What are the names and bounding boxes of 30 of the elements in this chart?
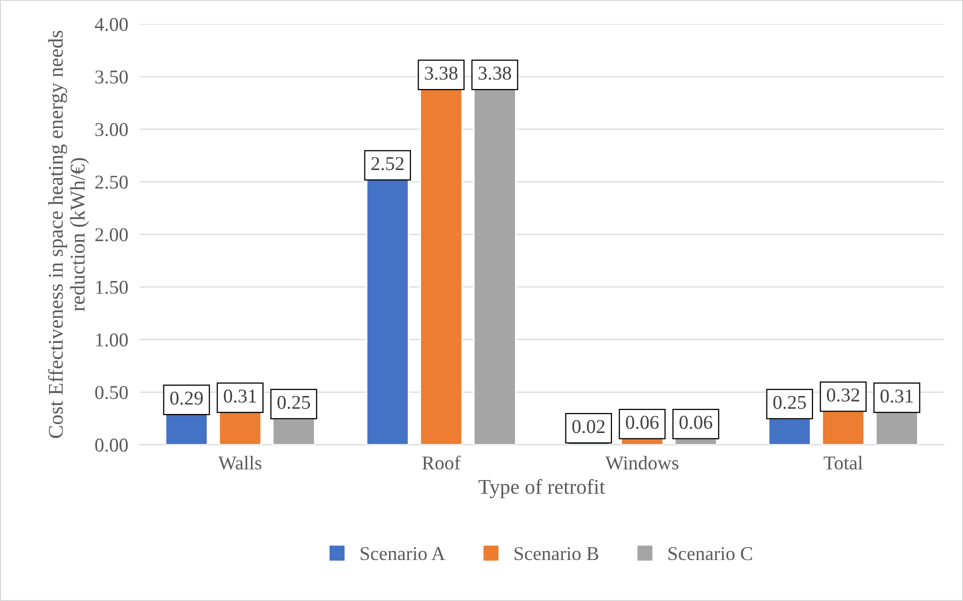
y-tick-label: 4.00 — [94, 18, 128, 32]
y-tick-label: 1.50 — [96, 280, 128, 294]
data-label: 0.32 — [826, 388, 860, 402]
legend-label: Scenario C — [668, 547, 752, 560]
y-tick-label: 2.00 — [95, 228, 128, 242]
data-label: 0.25 — [773, 396, 806, 410]
x-tick-label: Windows — [605, 456, 678, 470]
data-label: 0.25 — [277, 396, 310, 410]
x-axis-title: Type of retrofit — [478, 479, 606, 498]
data-label: 0.31 — [224, 390, 256, 403]
y-tick-label: 3.50 — [95, 70, 128, 84]
data-label: 3.38 — [478, 66, 512, 80]
legend-label: Scenario B — [514, 547, 598, 560]
x-tick-label: Roof — [422, 456, 461, 470]
y-tick-label: 0.50 — [95, 386, 128, 400]
y-tick-label: 1.00 — [96, 333, 128, 347]
data-label: 0.06 — [680, 416, 712, 430]
data-label: 2.52 — [371, 157, 404, 170]
legend-label: Scenario A — [360, 547, 446, 560]
x-tick-label: Total — [824, 456, 863, 470]
y-tick-label: 2.50 — [95, 176, 128, 189]
data-label: 0.29 — [170, 392, 203, 405]
y-axis-title: Cost Effectiveness in space heating energy needs reduction (kWh/€) — [48, 30, 89, 438]
data-label: 3.38 — [425, 66, 458, 80]
data-label: 0.06 — [626, 416, 659, 430]
x-tick-label: Walls — [218, 456, 262, 470]
y-tick-label: 3.00 — [95, 123, 128, 136]
y-tick-label: 0.00 — [95, 438, 128, 452]
data-label: 0.02 — [572, 420, 605, 434]
data-label: 0.31 — [880, 390, 913, 403]
